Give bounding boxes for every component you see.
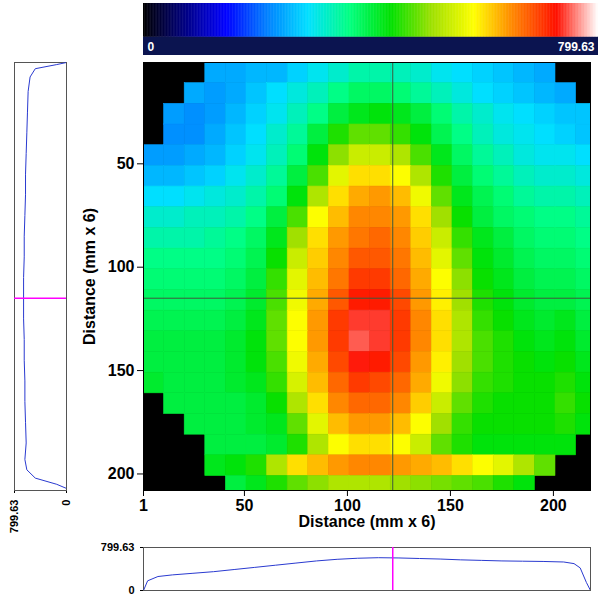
svg-text:50: 50 — [117, 155, 135, 172]
svg-text:200: 200 — [540, 497, 567, 514]
svg-text:Distance (mm x 6): Distance (mm x 6) — [81, 208, 98, 345]
svg-text:1: 1 — [139, 497, 148, 514]
svg-text:150: 150 — [437, 497, 464, 514]
svg-text:0: 0 — [60, 500, 72, 506]
svg-text:50: 50 — [236, 497, 254, 514]
svg-text:799.63: 799.63 — [101, 541, 135, 553]
svg-text:100: 100 — [334, 497, 361, 514]
svg-text:0: 0 — [128, 584, 134, 596]
svg-text:200: 200 — [108, 465, 135, 482]
svg-text:799.63: 799.63 — [558, 40, 595, 54]
svg-text:Distance (mm x 6): Distance (mm x 6) — [299, 513, 436, 530]
svg-text:0: 0 — [148, 40, 155, 54]
svg-text:799.63: 799.63 — [8, 500, 20, 534]
svg-text:100: 100 — [108, 258, 135, 275]
svg-text:150: 150 — [108, 362, 135, 379]
